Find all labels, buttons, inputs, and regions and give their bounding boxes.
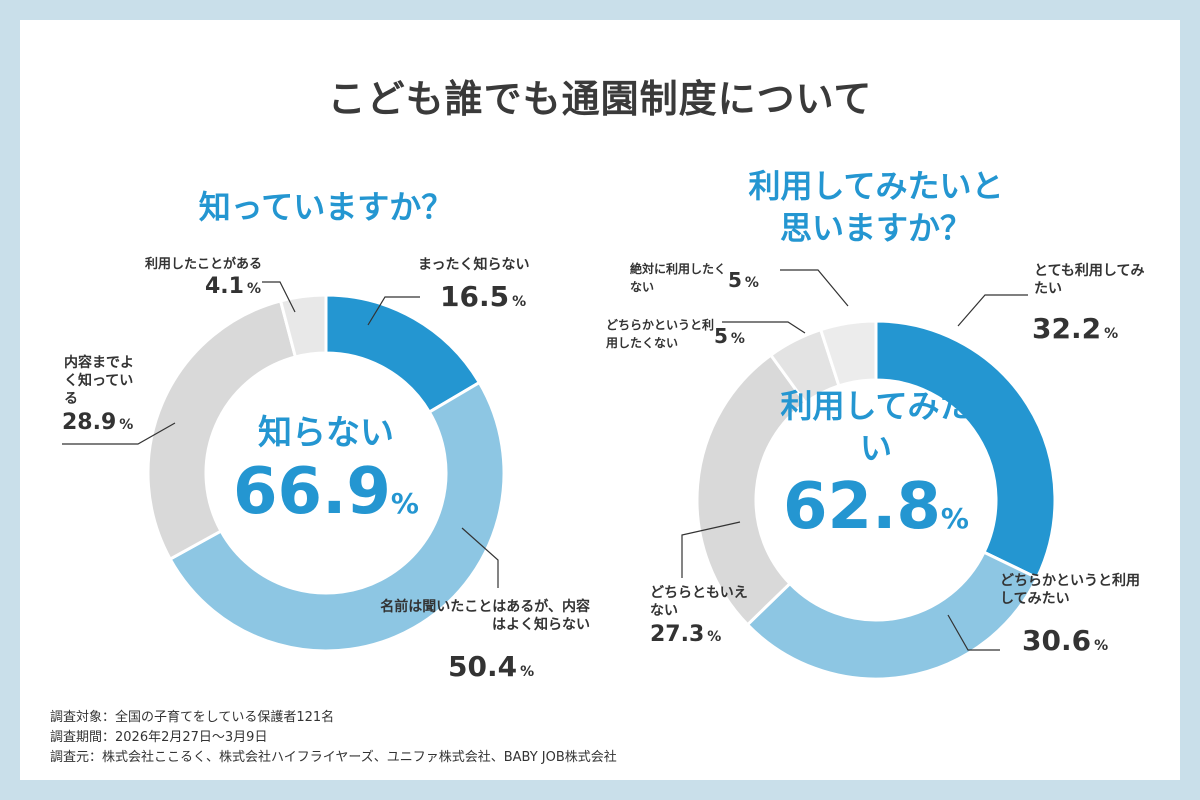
- c2-value-0: 32.2%: [1032, 312, 1119, 345]
- footer-period: 調査期間：2026年2月27日～3月9日: [50, 730, 268, 745]
- chart2-slice-0: [874, 319, 1057, 580]
- chart2-center-label: 利用してみたい: [780, 387, 972, 467]
- chart2-slice-4: [818, 319, 878, 388]
- c1-value-3: 4.1%: [205, 274, 262, 299]
- c2-value-3: 5%: [714, 324, 745, 348]
- c2-label-0: とても利用してみたい: [1034, 263, 1145, 297]
- c1-label-0: まったく知らない: [418, 257, 530, 273]
- leader-line: [461, 527, 499, 588]
- c1-label-3: 利用したことがある: [145, 257, 263, 272]
- c1-value-1: 50.4%: [448, 650, 535, 683]
- c2-label-2: どちらともいえない: [650, 585, 748, 619]
- leader-line: [367, 296, 420, 326]
- chart1-title: 知っていますか？: [198, 188, 454, 226]
- chart2-center-value: 62.8%: [783, 470, 969, 544]
- c2-label-1: どちらかというと利用してみたい: [1000, 573, 1140, 607]
- c2-value-1: 30.6%: [1022, 624, 1109, 657]
- footer-target: 調査対象：全国の子育てをしている保護者121名: [50, 710, 335, 725]
- chart2-title: 利用してみたいと思いますか？: [748, 167, 1004, 247]
- leader-line: [722, 321, 806, 334]
- chart2-slice-1: [745, 550, 1040, 681]
- chart1-center-value: 66.9%: [233, 455, 419, 529]
- chart1-slice-2: [146, 299, 298, 562]
- c1-value-0: 16.5%: [440, 280, 527, 313]
- leader-line: [947, 614, 1000, 651]
- chart1-center-label: 知らない: [258, 413, 394, 453]
- c1-value-2: 28.9%: [62, 410, 134, 435]
- leader-line: [780, 269, 849, 307]
- chart2-slice-2: [695, 353, 808, 627]
- leader-line: [62, 422, 176, 445]
- c2-label-3: どちらかというと利用したくない: [606, 318, 715, 350]
- c1-label-1: 名前は聞いたことはあるが、内容はよく知らない: [380, 599, 590, 633]
- c1-label-2: 内容までよく知っている: [64, 355, 134, 407]
- leader-line: [681, 521, 741, 578]
- c2-value-4: 5%: [728, 268, 759, 292]
- leader-line: [957, 294, 1028, 327]
- page-title: こども誰でも通園制度について: [327, 77, 873, 121]
- chart1-slice-3: [278, 293, 328, 359]
- c2-value-2: 27.3%: [650, 622, 722, 647]
- chart1-slice-1: [168, 380, 506, 653]
- c2-label-4: 絶対に利用したくない: [630, 262, 727, 294]
- footer-source: 調査元：株式会社ここるく、株式会社ハイフライヤーズ、ユニファ株式会社、BABY …: [50, 750, 617, 765]
- leader-line: [262, 281, 296, 313]
